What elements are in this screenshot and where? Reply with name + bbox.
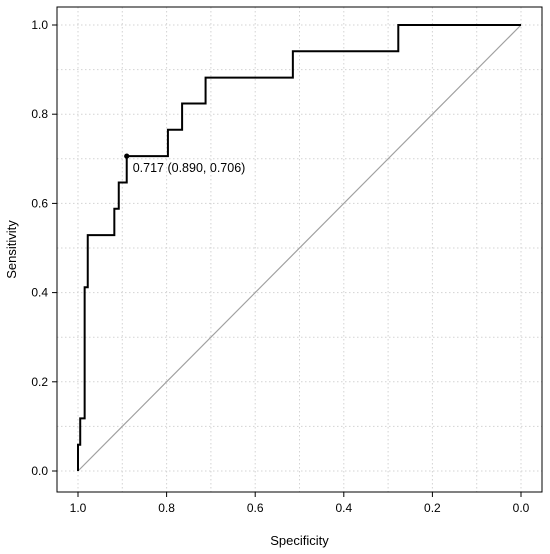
- axes: 1.0 0.8 0.6 0.4 0.2 0.0 0.0 0.2 0.4 0.6 0.8 1.0: [31, 18, 529, 515]
- roc-curve-layer: [77, 24, 521, 471]
- y-tick-label: 1.0: [31, 18, 48, 32]
- threshold-layer: 0.717 (0.890, 0.706): [124, 153, 246, 175]
- reference-diagonal-line: [77, 24, 522, 472]
- plot-frame: [56, 6, 543, 493]
- x-tick-label: 1.0: [70, 501, 87, 515]
- reference-diagonal: [77, 24, 522, 472]
- roc-curve-line: [77, 24, 521, 471]
- y-tick-label: 0.0: [31, 464, 48, 478]
- y-tick-label: 0.6: [31, 196, 48, 210]
- threshold-label: 0.717 (0.890, 0.706): [133, 161, 246, 175]
- x-axis-title: Specificity: [270, 533, 329, 548]
- y-tick-label: 0.4: [31, 286, 48, 300]
- x-tick-label: 0.0: [513, 501, 530, 515]
- grid: [57, 7, 542, 492]
- y-tick-label: 0.8: [31, 107, 48, 121]
- x-tick-label: 0.4: [335, 501, 352, 515]
- x-tick-label: 0.8: [158, 501, 175, 515]
- x-tick-label: 0.6: [247, 501, 264, 515]
- y-tick-label: 0.2: [31, 375, 48, 389]
- threshold-point: [124, 153, 130, 159]
- x-tick-label: 0.2: [424, 501, 441, 515]
- y-axis-title: Sensitivity: [4, 220, 19, 279]
